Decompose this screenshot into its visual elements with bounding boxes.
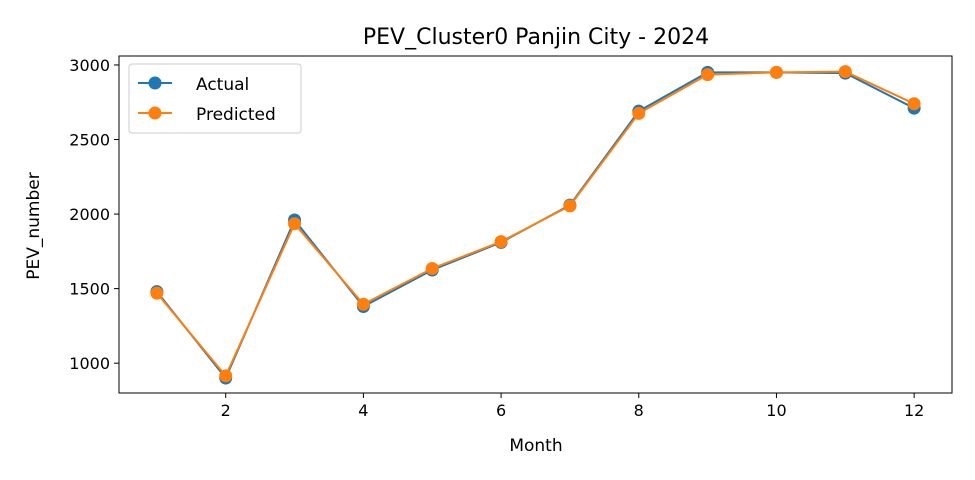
x-tick-label: 8 — [634, 401, 644, 420]
y-axis-label: PEV_number — [24, 172, 44, 279]
data-point-predicted — [701, 68, 715, 82]
data-point-predicted — [288, 217, 302, 231]
series-line-predicted — [156, 70, 915, 378]
legend-marker-predicted — [148, 106, 162, 120]
x-tick-label: 4 — [358, 401, 368, 420]
legend-marker-actual — [148, 76, 162, 90]
legend: Actual Predicted — [128, 63, 302, 134]
data-point-predicted — [838, 65, 852, 79]
y-axis: 1000 1500 2000 2500 3000 — [69, 56, 119, 373]
series-layer — [150, 65, 921, 385]
x-tick-label: 12 — [904, 401, 924, 420]
y-tick-label: 2000 — [69, 205, 110, 224]
data-point-predicted — [150, 286, 164, 300]
legend-label-predicted: Predicted — [196, 105, 276, 125]
x-tick-label: 6 — [496, 401, 506, 420]
chart-title: PEV_Cluster0 Panjin City - 2024 — [363, 25, 709, 50]
data-point-predicted — [632, 106, 646, 120]
data-point-predicted — [907, 97, 921, 111]
y-tick-label: 1000 — [69, 354, 110, 373]
data-point-predicted — [219, 369, 233, 383]
x-axis: 2 4 6 8 10 12 — [221, 393, 924, 420]
x-tick-label: 2 — [221, 401, 231, 420]
y-tick-label: 1500 — [69, 280, 110, 299]
legend-label-actual: Actual — [196, 75, 249, 95]
y-tick-label: 3000 — [69, 56, 110, 75]
data-point-predicted — [356, 297, 370, 311]
data-point-predicted — [769, 65, 783, 79]
legend-box — [128, 63, 302, 134]
plot-frame — [118, 55, 953, 394]
data-point-predicted — [494, 235, 508, 249]
x-tick-label: 10 — [766, 401, 786, 420]
y-tick-label: 2500 — [69, 131, 110, 150]
data-point-predicted — [563, 199, 577, 213]
data-point-predicted — [425, 261, 439, 275]
x-axis-label: Month — [509, 436, 562, 456]
